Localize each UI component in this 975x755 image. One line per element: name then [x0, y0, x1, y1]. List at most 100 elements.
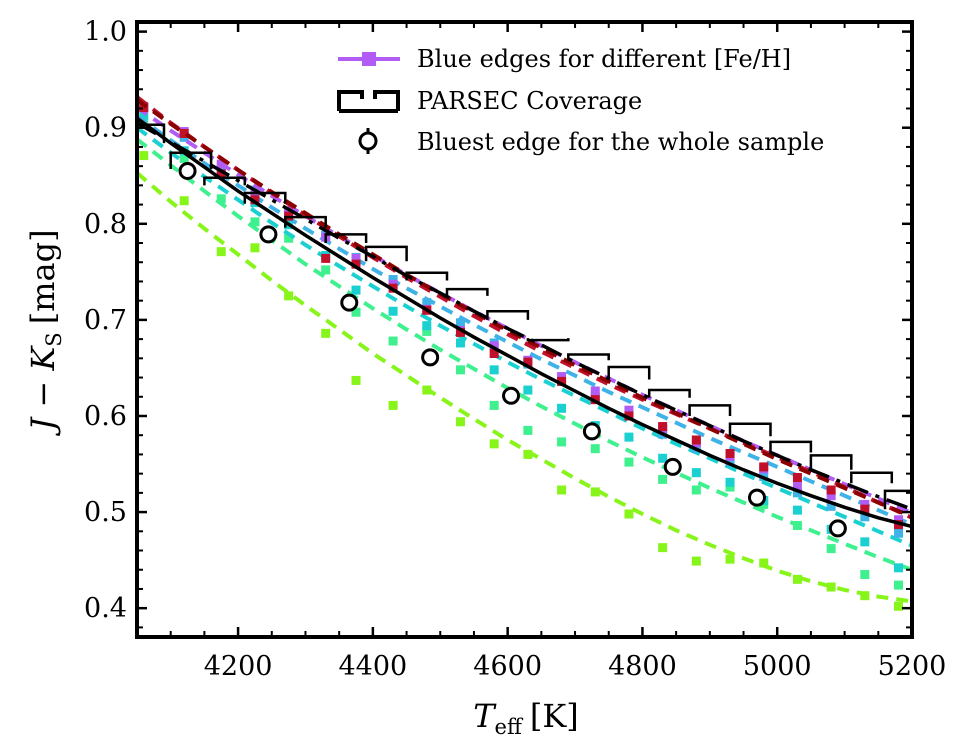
data-point-series-5-13 [557, 372, 567, 382]
x-tick-label-5200: 5200 [878, 651, 947, 682]
data-point-series-6-19 [759, 462, 769, 472]
data-point-series-3-16 [658, 453, 668, 463]
parsec-dashdot-curve [137, 121, 912, 511]
data-point-series-1-6 [321, 328, 331, 338]
parsec-step-9 [445, 287, 489, 296]
fit-curve-7 [137, 98, 912, 519]
parsec-step-11 [526, 338, 570, 342]
data-point-series-1-23 [894, 601, 904, 611]
data-point-series-3-9 [422, 321, 432, 331]
legend-label-parsec-coverage: PARSEC Coverage [417, 87, 642, 115]
data-point-series-1-1 [139, 151, 149, 161]
bluest-edge-point-7 [663, 457, 682, 476]
data-point-series-1-21 [826, 582, 836, 592]
data-point-series-3-1 [139, 110, 149, 120]
data-point-series-3-18 [725, 477, 735, 487]
data-point-series-1-11 [489, 439, 499, 449]
data-point-series-3-10 [455, 338, 465, 348]
parsec-coverage-layer [137, 116, 912, 529]
y-tick-label-0.7: 0.7 [84, 305, 127, 336]
x-tick-label-4600: 4600 [473, 651, 542, 682]
bluest-edge-layer [178, 161, 847, 538]
data-point-series-6-12 [523, 357, 533, 367]
parsec-step-18 [809, 454, 853, 470]
data-point-series-5-15 [624, 405, 634, 415]
data-point-series-2-4 [250, 217, 260, 227]
data-point-series-2-11 [489, 400, 499, 410]
data-point-series-5-21 [826, 491, 836, 501]
data-point-series-1-16 [658, 543, 668, 553]
parsec-step-20 [883, 489, 912, 510]
x-tick-label-4800: 4800 [608, 651, 677, 682]
data-point-series-2-20 [792, 521, 802, 531]
data-point-series-1-10 [455, 417, 465, 427]
data-point-series-1-3 [216, 247, 226, 257]
axes-layer: 4200 4400 4600 4800 5000 5200 0.4 0.5 0.6 0.7 0.8 0… [84, 17, 946, 682]
data-point-series-3-22 [860, 537, 870, 547]
data-point-series-1-5 [284, 291, 294, 301]
x-tick-label-5000: 5000 [743, 651, 812, 682]
data-point-series-5-3 [216, 159, 226, 169]
y-tick-label-0.5: 0.5 [84, 497, 127, 528]
data-point-series-1-9 [422, 385, 432, 395]
data-point-series-6-11 [489, 349, 499, 359]
data-point-series-5-11 [489, 341, 499, 351]
data-point-series-3-15 [624, 432, 634, 442]
parsec-step-7 [364, 245, 408, 262]
data-point-series-1-20 [792, 574, 802, 584]
data-series-layer [137, 95, 912, 611]
x-axis-label: Teff [K] [473, 697, 579, 739]
y-tick-label-0.6: 0.6 [84, 401, 127, 432]
data-point-series-4-20 [792, 488, 802, 498]
data-point-series-2-8 [388, 336, 398, 346]
data-point-series-1-13 [557, 485, 567, 495]
parsec-step-13 [607, 365, 651, 380]
data-point-series-5-22 [860, 499, 870, 509]
parsec-top-curve [137, 116, 912, 529]
legend-swatch-bluest-edge [358, 128, 378, 154]
data-point-series-2-9 [422, 326, 432, 336]
data-point-series-5-4 [250, 190, 260, 200]
legend-label-bluest-edge: Bluest edge for the whole sample [417, 128, 824, 156]
data-point-series-2-15 [624, 457, 634, 467]
data-point-series-5-7 [351, 253, 361, 263]
data-point-series-2-10 [455, 365, 465, 375]
fit-curve-3 [137, 126, 912, 548]
bluest-edge-point-9 [828, 519, 847, 538]
data-point-series-6-20 [792, 472, 802, 482]
data-point-series-2-14 [590, 444, 600, 454]
legend: Blue edges for different [Fe/H] PARSEC C… [337, 45, 824, 156]
data-point-series-2-16 [658, 474, 668, 484]
data-point-series-5-20 [792, 481, 802, 491]
parsec-step-16 [728, 422, 772, 437]
legend-label-blue-edges: Blue edges for different [Fe/H] [417, 45, 791, 73]
data-point-series-6-18 [725, 448, 735, 458]
parsec-step-15 [688, 404, 732, 416]
data-point-series-6-3 [216, 169, 226, 179]
parsec-step-3 [203, 176, 247, 186]
data-point-series-6-1 [139, 103, 149, 113]
data-point-series-4-21 [826, 501, 836, 511]
data-point-series-2-6 [321, 265, 331, 275]
data-point-series-2-2 [179, 153, 189, 163]
legend-swatch-blue-edges [338, 52, 400, 66]
data-point-series-3-23 [894, 563, 904, 573]
data-point-series-1-19 [759, 558, 769, 568]
data-point-series-4-22 [860, 512, 870, 522]
y-axis-label: J − KS[mag] [24, 229, 66, 436]
data-point-series-1-4 [250, 243, 260, 253]
data-point-series-1-14 [590, 487, 600, 497]
data-point-series-2-7 [351, 307, 361, 317]
fit-curve-5 [137, 105, 912, 515]
data-point-series-3-20 [792, 505, 802, 515]
data-point-series-5-14 [590, 386, 600, 396]
data-point-series-4-18 [725, 457, 735, 467]
parsec-step-12 [567, 353, 610, 361]
data-point-series-2-17 [691, 485, 701, 495]
data-point-series-6-10 [455, 327, 465, 337]
data-point-series-2-22 [860, 570, 870, 580]
parsec-step-2 [169, 151, 213, 169]
fit-curve-1 [137, 171, 912, 604]
parsec-step-17 [769, 440, 813, 453]
